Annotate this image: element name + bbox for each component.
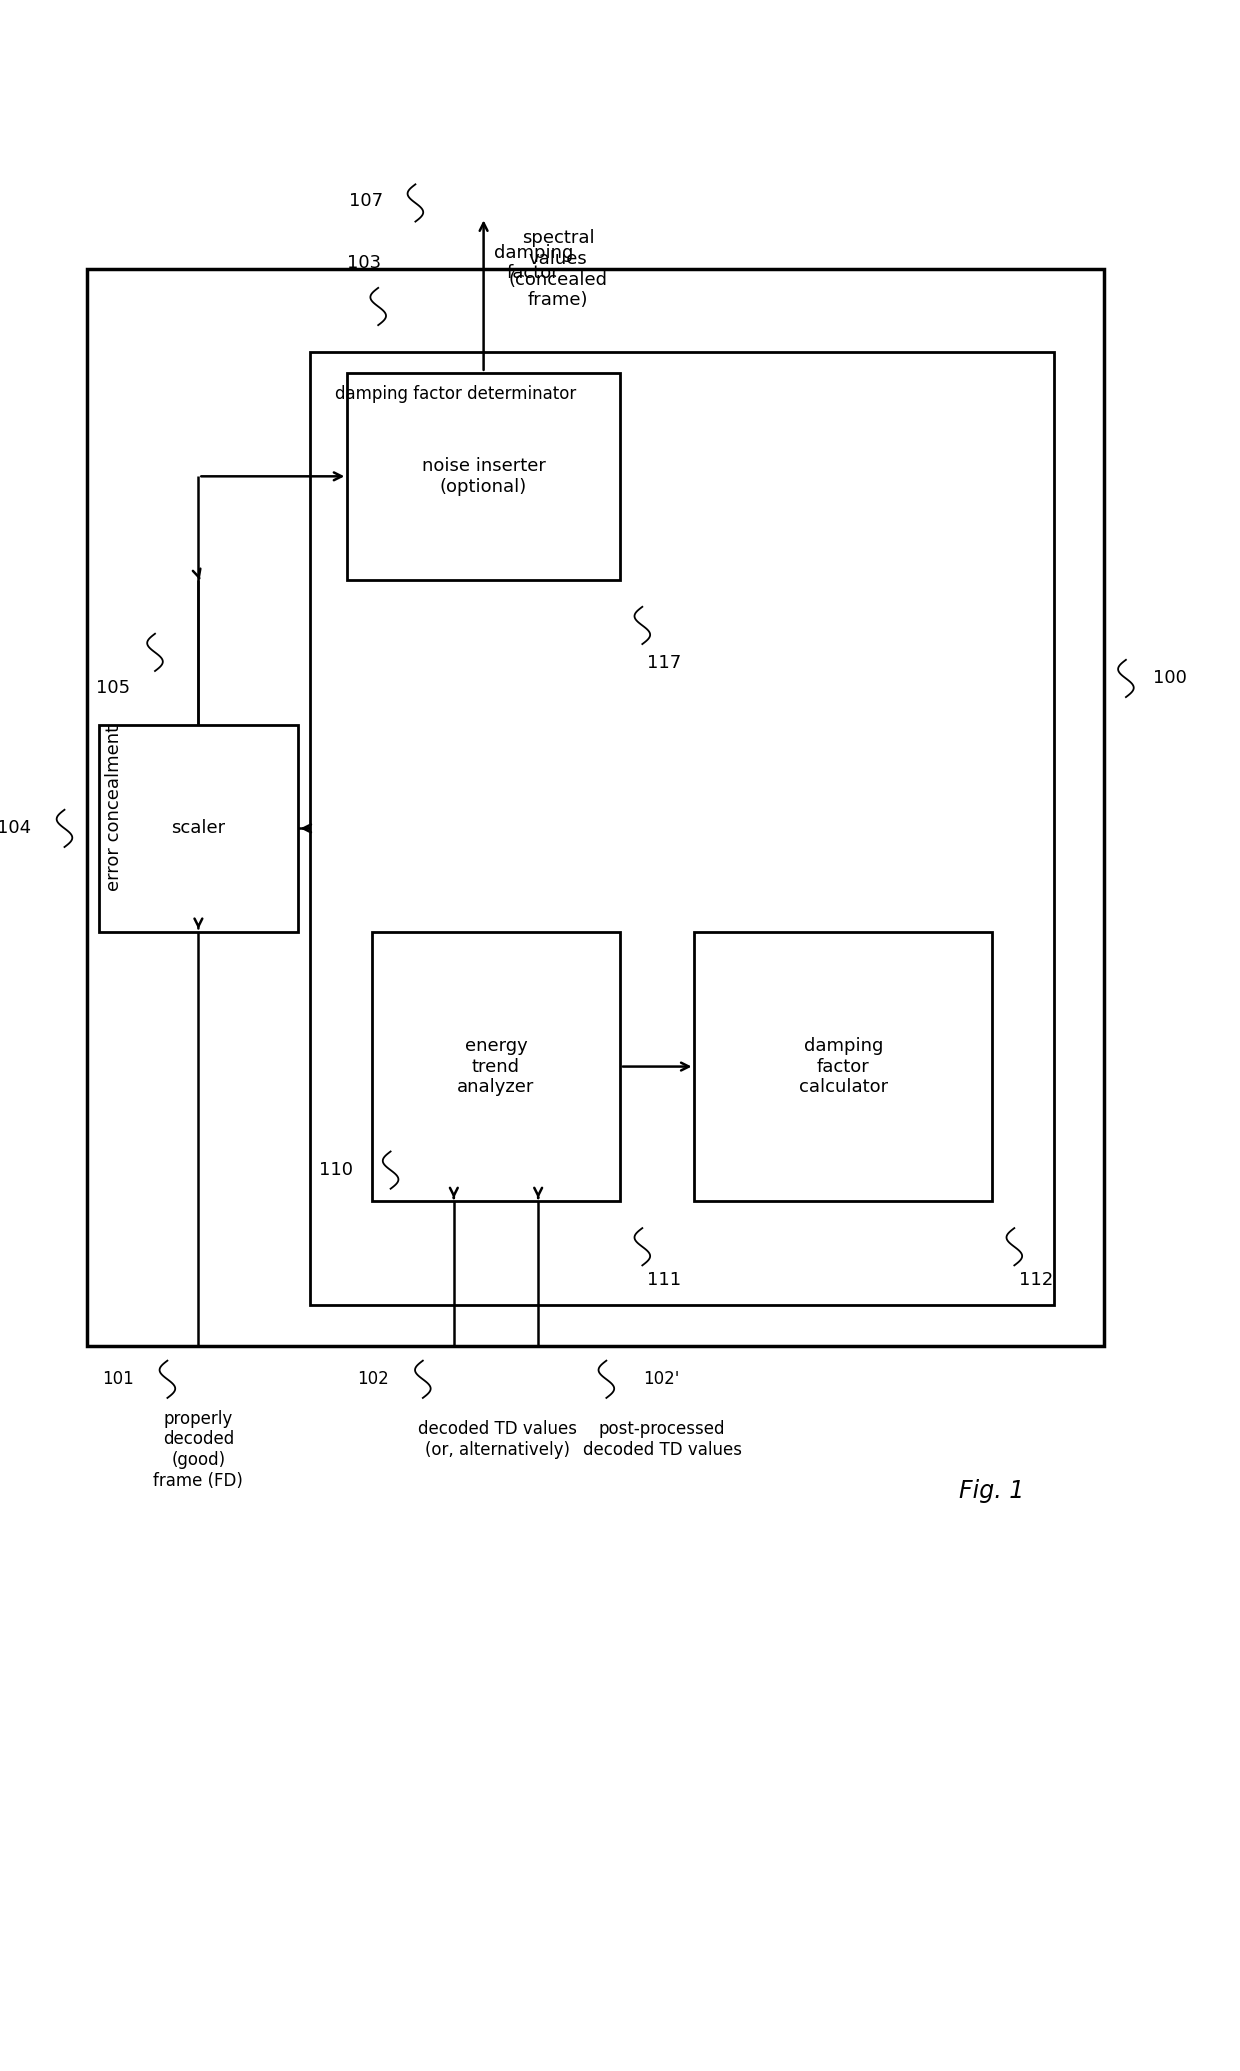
Text: error concealment: error concealment — [105, 725, 123, 891]
Text: post-processed
decoded TD values: post-processed decoded TD values — [583, 1421, 742, 1458]
Bar — [347, 373, 620, 580]
Text: Fig. 1: Fig. 1 — [960, 1479, 1024, 1504]
Bar — [694, 932, 992, 1201]
Bar — [310, 352, 1054, 1305]
Text: 102': 102' — [644, 1371, 680, 1388]
Text: energy
trend
analyzer: energy trend analyzer — [458, 1038, 534, 1096]
Text: noise inserter
(optional): noise inserter (optional) — [422, 458, 546, 495]
Text: 107: 107 — [348, 193, 383, 209]
Text: 102: 102 — [357, 1371, 389, 1388]
Text: damping factor determinator: damping factor determinator — [335, 385, 577, 404]
Text: 105: 105 — [95, 679, 130, 696]
Bar — [87, 269, 1104, 1346]
Text: damping
factor
calculator: damping factor calculator — [799, 1038, 888, 1096]
Text: scaler: scaler — [171, 820, 226, 837]
Text: 111: 111 — [647, 1272, 682, 1288]
Text: 104: 104 — [0, 820, 31, 837]
Bar — [372, 932, 620, 1201]
Text: 117: 117 — [647, 654, 682, 671]
Text: spectral
values
(concealed
frame): spectral values (concealed frame) — [508, 230, 608, 309]
Text: 110: 110 — [320, 1162, 353, 1178]
Text: decoded TD values
(or, alternatively): decoded TD values (or, alternatively) — [418, 1421, 577, 1458]
Bar — [99, 725, 298, 932]
Text: damping
factor: damping factor — [494, 244, 573, 282]
Text: properly
decoded
(good)
frame (FD): properly decoded (good) frame (FD) — [154, 1410, 243, 1489]
Text: 101: 101 — [102, 1371, 134, 1388]
Text: 103: 103 — [347, 255, 382, 271]
Text: 112: 112 — [1019, 1272, 1054, 1288]
Text: 100: 100 — [1153, 669, 1187, 688]
